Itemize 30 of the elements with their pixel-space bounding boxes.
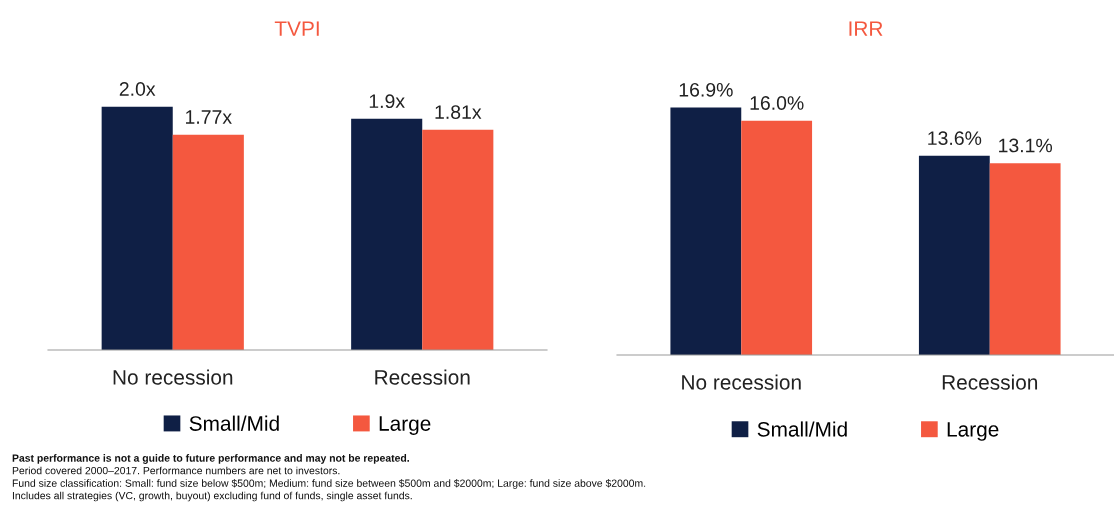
bar: [918, 155, 990, 355]
data-label: 1.81x: [435, 105, 482, 119]
x-tick-label: Recession: [375, 369, 470, 385]
data-label: 1.77x: [186, 110, 232, 124]
x-tick-label: Recession: [942, 374, 1038, 390]
bar: [989, 163, 1061, 355]
bar: [422, 129, 494, 350]
data-label: 16.0%: [750, 96, 804, 110]
text: Fund size classification: Small: fund size below $500m; Medium: fund size between $500m and $2000m; Large: fund size above $2000m.: [12, 479, 646, 489]
bar: [741, 120, 813, 355]
bar: [351, 118, 423, 350]
data-label: 13.6%: [928, 131, 982, 146]
bar: [101, 106, 173, 350]
data-label: 16.9%: [679, 82, 733, 97]
legend-label: Small/Mid: [757, 421, 847, 437]
data-label: 1.9x: [369, 94, 405, 109]
legend-label: Large: [947, 422, 999, 441]
x-tick-label: No recession: [113, 369, 233, 385]
bar: [172, 134, 244, 350]
text: Period covered 2000–2017. Performance numbers are net to investors.: [12, 466, 340, 475]
text: Past performance is not a guide to future performance and may not be repeated.: [12, 454, 409, 464]
legend-label: Small/Mid: [189, 415, 279, 431]
bar: [670, 107, 742, 355]
chart-title: IRR: [849, 21, 883, 36]
chart-title: TVPI: [274, 21, 319, 36]
text: Includes all strategies (VC, growth, buyout) excluding fund of funds, single asset funds.: [12, 491, 412, 502]
data-label: 2.0x: [119, 82, 156, 96]
data-label: 13.1%: [999, 138, 1053, 153]
x-tick-label: No recession: [682, 374, 801, 390]
legend-label: Large: [379, 416, 431, 435]
